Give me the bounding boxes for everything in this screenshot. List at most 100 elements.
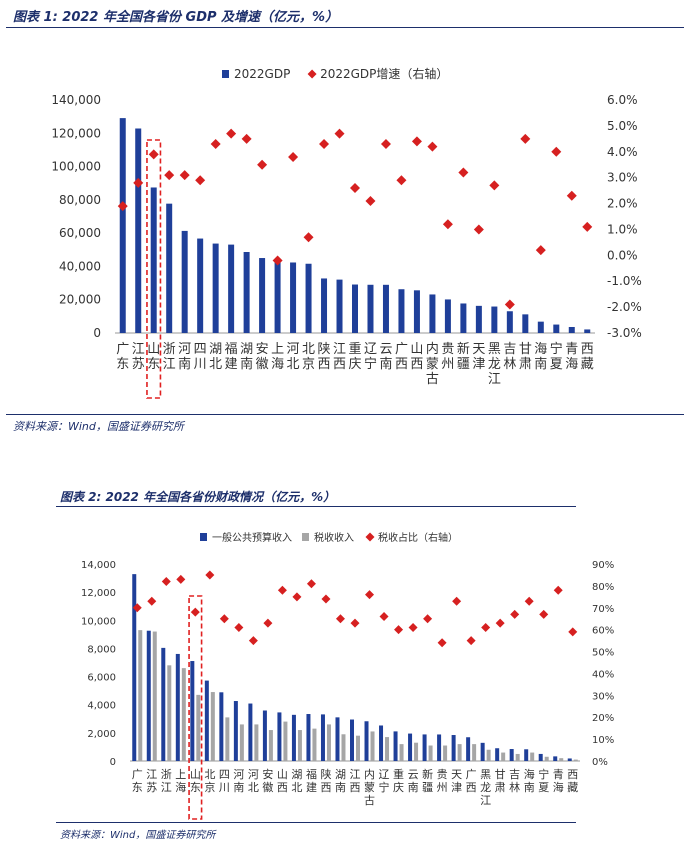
figure2-title-rule (56, 506, 576, 507)
fig2-marker-point (524, 596, 534, 606)
fig2-bar-secondary (312, 728, 317, 761)
fig2-bar-primary (538, 753, 543, 761)
fig2-bar-primary (248, 703, 253, 761)
fig2-marker-point (510, 609, 520, 619)
fig2-bar-secondary (341, 734, 346, 761)
fig2-bar-secondary (573, 759, 578, 761)
fig2-y-left-tick-label: 10,000 (81, 616, 116, 627)
fig2-category-label: 新疆 (422, 767, 433, 794)
fig1-category-label: 四川 (194, 342, 207, 372)
fig1-marker-point (272, 255, 283, 266)
fig2-category-label: 四川 (219, 768, 230, 794)
fig2-marker-point (306, 579, 316, 589)
fig2-bar-secondary (486, 749, 491, 761)
fig1-marker-point (411, 136, 422, 147)
fig2-legend-label: 税收收入 (314, 531, 354, 544)
fig2-bar-secondary (254, 724, 259, 761)
fig1-marker-point (473, 224, 484, 235)
fig1-bar-primary (491, 306, 498, 333)
fig1-marker-point (566, 190, 577, 201)
fig1-y-right-tick-label: 2.0% (607, 197, 638, 211)
fig1-legend-swatch (307, 69, 317, 79)
fig1-marker-point (504, 299, 515, 310)
fig2-category-label: 青海 (553, 768, 564, 794)
fig2-bar-primary (495, 748, 500, 761)
fig2-category-label: 辽宁 (379, 768, 390, 794)
fig1-marker-point (489, 180, 500, 191)
fig2-legend-swatch (302, 533, 309, 541)
fig2-bar-secondary (530, 752, 535, 761)
fig2-category-label: 安徽 (262, 767, 273, 794)
fig2-bar-secondary (225, 717, 230, 761)
fig2-y-right-tick-label: 20% (592, 713, 614, 724)
fig2-bar-primary (161, 647, 166, 761)
fig2-bar-secondary (167, 665, 172, 761)
fig2-bar-primary (204, 680, 209, 761)
fig2-category-label: 陕西 (320, 767, 331, 794)
fig2-bar-primary (350, 719, 354, 761)
fig2-bar-secondary (428, 745, 433, 761)
fig1-category-label: 西藏 (581, 342, 594, 372)
fig2-bar-secondary (385, 737, 390, 761)
fig1-category-label: 安徽 (256, 342, 269, 372)
fig1-marker-point (365, 195, 376, 206)
fig2-y-right-tick-label: 50% (592, 648, 614, 659)
fig2-category-label: 贵州 (437, 768, 448, 794)
fig1-y-right-tick-label: 3.0% (607, 171, 638, 185)
fig1-marker-point (350, 183, 360, 194)
fig2-bar-secondary (370, 731, 375, 761)
fig2-bar-primary (175, 653, 180, 761)
fig1-category-label: 内蒙古 (426, 341, 439, 387)
fig2-marker-point (321, 594, 331, 604)
fig2-category-label: 山西 (277, 768, 288, 794)
fig1-bar-primary (321, 278, 328, 333)
fig1-marker-point (117, 201, 128, 212)
fig2-bar-primary (132, 574, 137, 761)
fig2-y-right-tick-label: 10% (592, 735, 614, 746)
fig1-bar-primary (367, 284, 374, 333)
fig1-y-right-tick-label: 1.0% (607, 222, 638, 236)
fig2-marker-point (437, 638, 447, 648)
fig2-bar-primary (277, 712, 282, 761)
fig2-marker-point (219, 614, 229, 624)
figure2-title: 图表 2: 2022 年全国各省份财政情况（亿元，%） (60, 490, 336, 504)
fig2-marker-point (568, 627, 578, 637)
fig1-bar-primary (243, 251, 250, 333)
fig2-marker-point (539, 609, 549, 619)
fig2-marker-point (132, 603, 142, 613)
fig2-bar-primary (408, 733, 413, 761)
fig1-marker-point (257, 159, 268, 170)
fig1-category-label: 青海 (565, 342, 578, 372)
fig2-bar-primary (480, 742, 485, 761)
fig1-bar-primary (522, 314, 529, 333)
fig2-bar-primary (567, 758, 572, 761)
fig2-bar-secondary (152, 631, 157, 761)
fig1-bar-primary (537, 321, 544, 333)
fig2-category-label: 山东 (190, 768, 201, 794)
fig1-marker-point (380, 139, 391, 150)
fig2-bar-primary (335, 717, 340, 761)
fig1-marker-point (319, 139, 330, 150)
fig1-category-label: 河北 (287, 342, 300, 372)
fig2-category-label: 广东 (132, 768, 143, 794)
fig2-bar-secondary (544, 756, 549, 761)
fig1-y-left-tick-label: 0 (93, 326, 101, 340)
fig1-bar-primary (398, 289, 405, 333)
fig1-y-right-tick-label: -2.0% (607, 300, 642, 314)
fig2-highlight-box (188, 595, 203, 820)
fig2-y-right-tick-label: 80% (592, 582, 614, 593)
figure1-source: 资料来源：Wind，国盛证券研究所 (13, 420, 184, 433)
fig2-bar-primary (233, 701, 238, 761)
fig1-category-label: 湖北 (209, 342, 222, 372)
fig1-bar-primary (166, 203, 173, 333)
figure2-source: 资料来源：Wind，国盛证券研究所 (60, 830, 216, 841)
fig1-marker-point (396, 175, 407, 186)
fig2-marker-point (553, 585, 563, 595)
fig2-bar-secondary (472, 744, 477, 761)
fig1-category-label: 北京 (302, 342, 315, 372)
fig1-bar-primary (150, 187, 157, 333)
fig2-category-label: 黑龙江 (480, 768, 491, 807)
fig2-marker-point (263, 618, 273, 628)
fig2-marker-point (394, 625, 404, 635)
fig2-legend-swatch (200, 533, 207, 541)
